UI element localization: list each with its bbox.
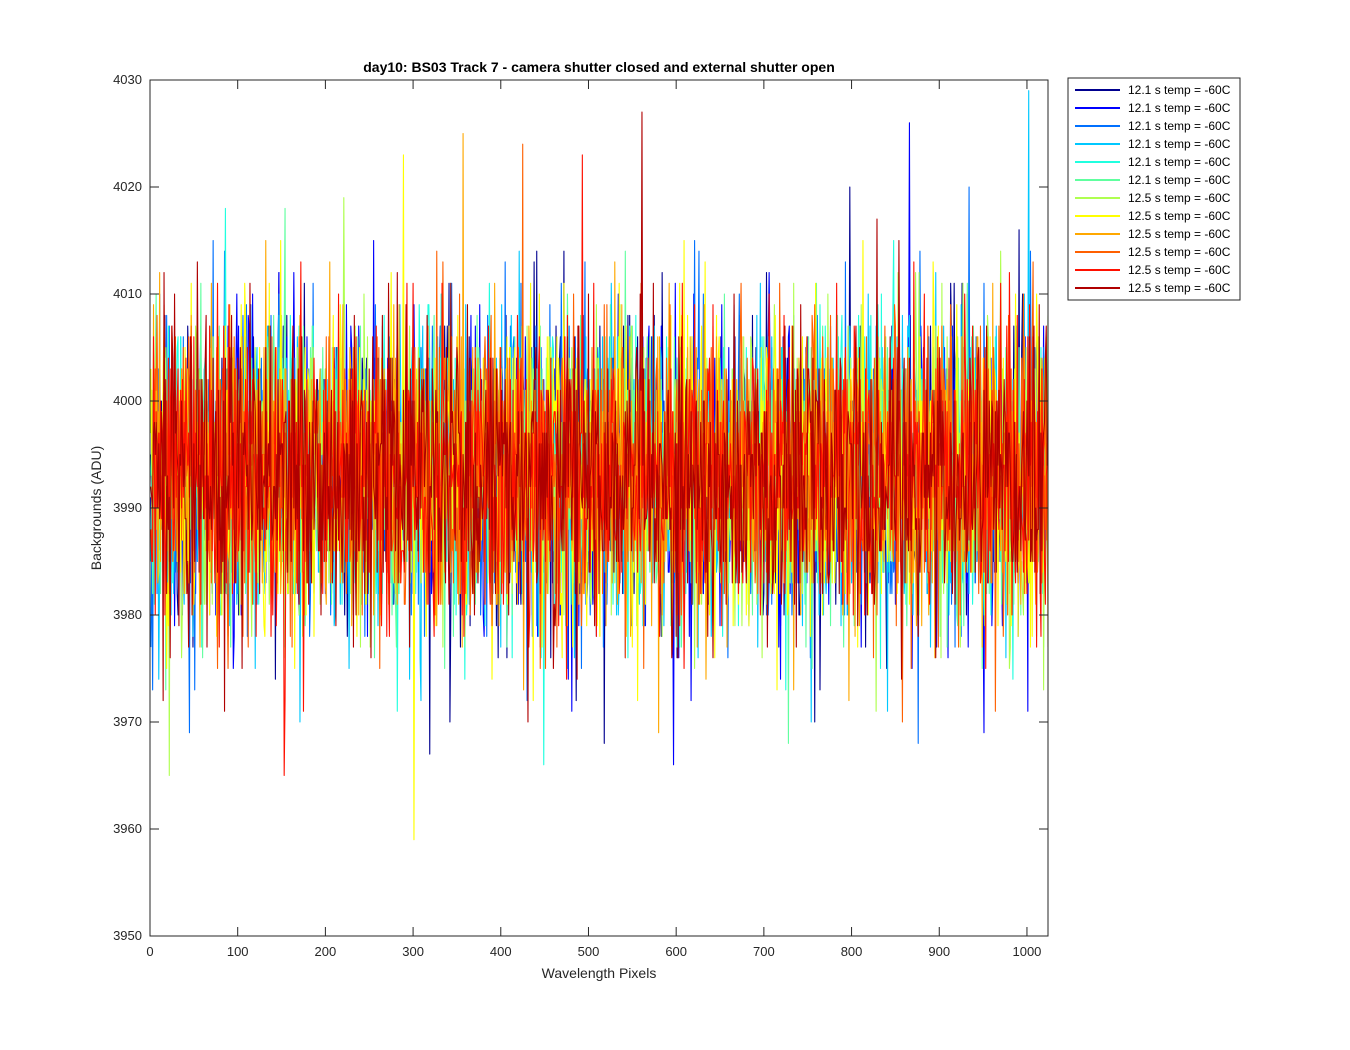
legend-label-9: 12.5 s temp = -60C	[1128, 227, 1231, 241]
x-tick-label: 700	[753, 944, 775, 959]
y-tick-label: 4030	[113, 72, 142, 87]
x-axis-label: Wavelength Pixels	[542, 965, 657, 981]
y-tick-label: 4000	[113, 393, 142, 408]
x-tick-label: 800	[841, 944, 863, 959]
legend-label-5: 12.1 s temp = -60C	[1128, 155, 1231, 169]
legend-label-8: 12.5 s temp = -60C	[1128, 209, 1231, 223]
legend-label-7: 12.5 s temp = -60C	[1128, 191, 1231, 205]
x-tick-label: 900	[928, 944, 950, 959]
legend-box	[1067, 77, 1241, 301]
x-tick-label: 200	[315, 944, 337, 959]
y-tick-label: 4020	[113, 179, 142, 194]
legend-label-3: 12.1 s temp = -60C	[1128, 119, 1231, 133]
legend-label-1: 12.1 s temp = -60C	[1128, 83, 1231, 97]
y-tick-label: 3970	[113, 714, 142, 729]
x-tick-label: 600	[665, 944, 687, 959]
x-tick-label: 1000	[1012, 944, 1041, 959]
x-tick-label: 500	[578, 944, 600, 959]
x-tick-label: 0	[146, 944, 153, 959]
legend-label-2: 12.1 s temp = -60C	[1128, 101, 1231, 115]
series-group	[150, 90, 1048, 841]
y-tick-label: 3990	[113, 500, 142, 515]
legend-items: 12.1 s temp = -60C 12.1 s temp = -60C 12.1…	[1075, 83, 1231, 295]
axes: 0 100 200 300 400 500 600 700 800 900 1000 3950 3960…	[113, 72, 1049, 959]
x-tick-label: 100	[227, 944, 249, 959]
legend-label-6: 12.1 s temp = -60C	[1128, 173, 1231, 187]
series-line-12	[150, 111, 1048, 723]
legend-label-10: 12.5 s temp = -60C	[1128, 245, 1231, 259]
x-tick-label: 300	[402, 944, 424, 959]
y-tick-label: 4010	[113, 286, 142, 301]
legend-label-11: 12.5 s temp = -60C	[1128, 263, 1231, 277]
y-axis-label: Backgrounds (ADU)	[88, 446, 104, 571]
y-tick-label: 3960	[113, 821, 142, 836]
tick-group: 0 100 200 300 400 500 600 700 800 900 1000 3950 3960…	[113, 72, 1048, 959]
chart-title: day10: BS03 Track 7 - camera shutter clo…	[363, 59, 835, 75]
legend-label-12: 12.5 s temp = -60C	[1128, 281, 1231, 295]
y-tick-label: 3980	[113, 607, 142, 622]
legend[interactable]: 12.1 s temp = -60C 12.1 s temp = -60C 12.1…	[1067, 77, 1241, 301]
axes-box	[149, 79, 1049, 937]
x-tick-label: 400	[490, 944, 512, 959]
y-tick-label: 3950	[113, 928, 142, 943]
legend-label-4: 12.1 s temp = -60C	[1128, 137, 1231, 151]
